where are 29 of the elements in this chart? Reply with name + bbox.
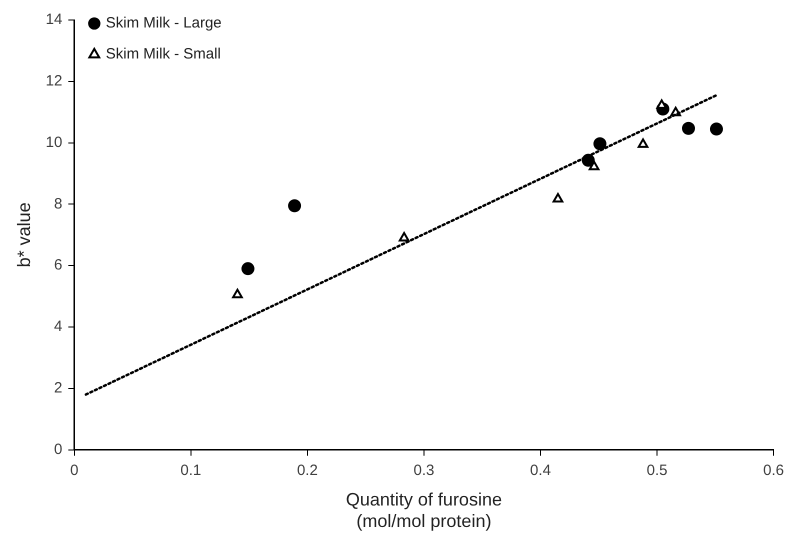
y-tick-label: 4: [54, 318, 62, 336]
legend-label: Skim Milk - Large: [106, 14, 222, 32]
point: [241, 262, 254, 276]
y-tick-label: 8: [54, 195, 62, 212]
point: [288, 199, 302, 212]
point: [398, 232, 410, 242]
legend-label: Skim Milk - Small: [106, 46, 221, 63]
y-tick-label: 0: [54, 440, 62, 458]
y-axis-title: b* value: [14, 202, 34, 268]
x-axis-title: Quantity of furosine (mol/mol protein): [346, 490, 502, 532]
point: [710, 122, 723, 136]
x-tick-label: 0.6: [763, 462, 784, 479]
x-tick-label: 0.4: [530, 462, 551, 479]
point: [552, 192, 564, 202]
point: [682, 122, 695, 135]
x-tick-label: 0.5: [646, 462, 668, 479]
x-tick-label: 0.1: [180, 462, 202, 479]
point: [232, 288, 243, 298]
y-tick-label: 2: [54, 380, 62, 397]
y-tick-label: 12: [46, 72, 62, 90]
x-tick-label: 0.3: [414, 462, 434, 479]
point: [638, 138, 648, 148]
x-tick-label: 0.2: [296, 462, 318, 479]
y-tick-label: 14: [46, 11, 62, 28]
y-tick-label: 6: [54, 256, 62, 274]
point: [588, 160, 600, 170]
y-tick-label: 10: [46, 134, 62, 151]
x-tick-label: 0: [70, 462, 78, 479]
point: [593, 137, 606, 150]
